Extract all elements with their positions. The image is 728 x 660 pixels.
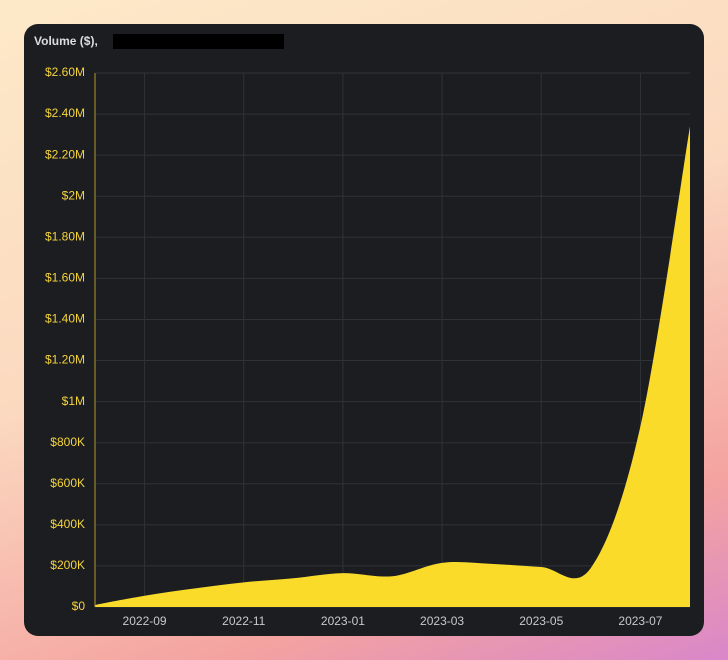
- y-tick-label: $2M: [62, 188, 85, 202]
- y-tick-label: $600K: [50, 476, 85, 490]
- y-tick-label: $1M: [62, 394, 85, 408]
- x-tick-label: 2023-05: [519, 614, 563, 628]
- y-tick-label: $200K: [50, 558, 85, 572]
- chart-title: Volume ($),: [34, 34, 98, 48]
- x-tick-label: 2022-09: [123, 614, 167, 628]
- y-tick-label: $1.40M: [45, 312, 85, 326]
- x-tick-label: 2023-07: [618, 614, 662, 628]
- y-tick-label: $2.40M: [45, 106, 85, 120]
- y-tick-label: $400K: [50, 517, 85, 531]
- card: [24, 24, 704, 636]
- y-tick-label: $800K: [50, 435, 85, 449]
- x-tick-label: 2022-11: [222, 614, 265, 628]
- area: [95, 126, 690, 608]
- x-tick-label: 2023-03: [420, 614, 464, 628]
- y-tick-label: $1.20M: [45, 353, 85, 367]
- y-tick-label: $2.20M: [45, 147, 85, 161]
- y-tick-label: $1.80M: [45, 229, 85, 243]
- x-tick-label: 2023-01: [321, 614, 365, 628]
- redaction: [113, 34, 284, 49]
- y-tick-label: $2.60M: [45, 65, 85, 79]
- y-tick-label: $0: [72, 599, 86, 613]
- y-tick-label: $1.60M: [45, 271, 85, 285]
